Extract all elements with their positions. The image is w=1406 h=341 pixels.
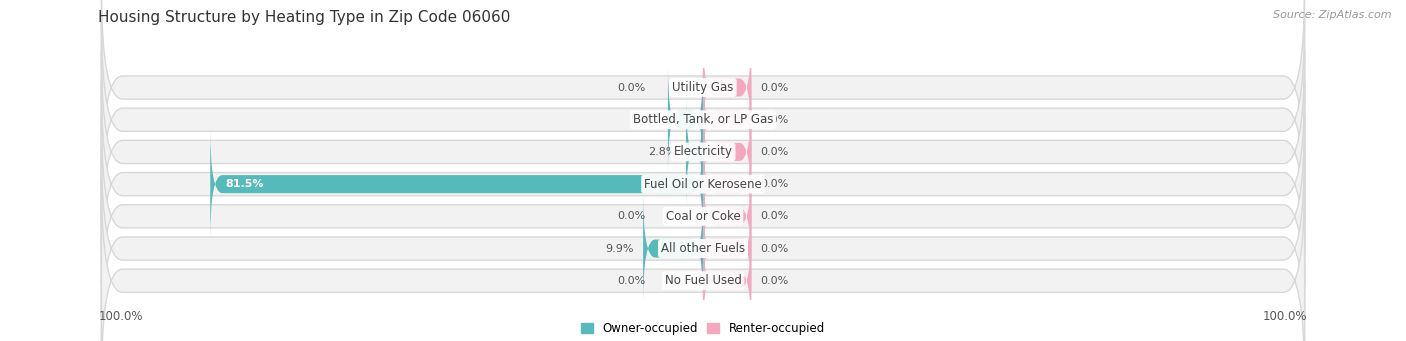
Text: Bottled, Tank, or LP Gas: Bottled, Tank, or LP Gas bbox=[633, 113, 773, 126]
FancyBboxPatch shape bbox=[703, 161, 751, 272]
Text: Coal or Coke: Coal or Coke bbox=[665, 210, 741, 223]
Text: Utility Gas: Utility Gas bbox=[672, 81, 734, 94]
Text: Fuel Oil or Kerosene: Fuel Oil or Kerosene bbox=[644, 178, 762, 191]
FancyBboxPatch shape bbox=[101, 115, 1305, 317]
FancyBboxPatch shape bbox=[686, 97, 703, 207]
Text: Housing Structure by Heating Type in Zip Code 06060: Housing Structure by Heating Type in Zip… bbox=[98, 10, 510, 25]
Text: 2.8%: 2.8% bbox=[648, 147, 678, 157]
FancyBboxPatch shape bbox=[101, 51, 1305, 253]
Text: 5.8%: 5.8% bbox=[630, 115, 659, 125]
FancyBboxPatch shape bbox=[703, 64, 751, 175]
Text: 0.0%: 0.0% bbox=[617, 211, 645, 221]
Legend: Owner-occupied, Renter-occupied: Owner-occupied, Renter-occupied bbox=[581, 322, 825, 335]
Text: 0.0%: 0.0% bbox=[617, 83, 645, 92]
Text: 0.0%: 0.0% bbox=[761, 211, 789, 221]
FancyBboxPatch shape bbox=[703, 97, 751, 207]
Text: All other Fuels: All other Fuels bbox=[661, 242, 745, 255]
Text: 0.0%: 0.0% bbox=[761, 179, 789, 189]
FancyBboxPatch shape bbox=[101, 83, 1305, 285]
Text: 0.0%: 0.0% bbox=[761, 243, 789, 254]
Text: 100.0%: 100.0% bbox=[1263, 310, 1308, 323]
Text: 0.0%: 0.0% bbox=[761, 83, 789, 92]
Text: 0.0%: 0.0% bbox=[761, 115, 789, 125]
Text: 81.5%: 81.5% bbox=[225, 179, 264, 189]
Text: 9.9%: 9.9% bbox=[606, 243, 634, 254]
FancyBboxPatch shape bbox=[668, 64, 703, 175]
FancyBboxPatch shape bbox=[101, 0, 1305, 189]
Text: No Fuel Used: No Fuel Used bbox=[665, 274, 741, 287]
FancyBboxPatch shape bbox=[101, 147, 1305, 341]
Text: Electricity: Electricity bbox=[673, 145, 733, 159]
FancyBboxPatch shape bbox=[703, 129, 751, 239]
Text: Source: ZipAtlas.com: Source: ZipAtlas.com bbox=[1274, 10, 1392, 20]
Text: 100.0%: 100.0% bbox=[98, 310, 143, 323]
Text: 0.0%: 0.0% bbox=[617, 276, 645, 286]
FancyBboxPatch shape bbox=[703, 32, 751, 143]
FancyBboxPatch shape bbox=[703, 193, 751, 304]
Text: 0.0%: 0.0% bbox=[761, 276, 789, 286]
FancyBboxPatch shape bbox=[211, 129, 703, 239]
FancyBboxPatch shape bbox=[101, 19, 1305, 221]
FancyBboxPatch shape bbox=[703, 225, 751, 336]
Text: 0.0%: 0.0% bbox=[761, 147, 789, 157]
FancyBboxPatch shape bbox=[643, 193, 703, 304]
FancyBboxPatch shape bbox=[101, 180, 1305, 341]
